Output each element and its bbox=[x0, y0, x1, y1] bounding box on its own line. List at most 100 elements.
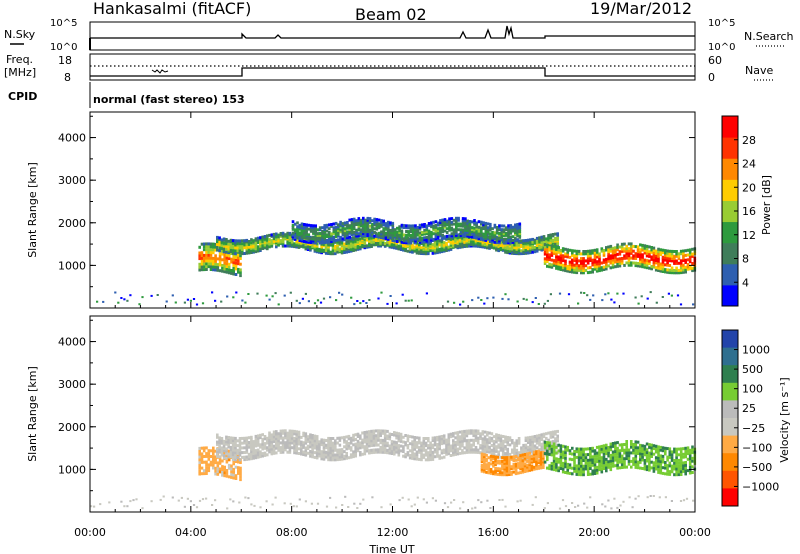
echo-cell bbox=[281, 448, 285, 452]
echo-cell bbox=[388, 444, 392, 448]
echo-cell bbox=[627, 242, 631, 246]
echo-cell bbox=[328, 227, 331, 231]
echo-cell bbox=[508, 469, 511, 473]
echo-cell bbox=[555, 445, 558, 449]
echo-cell bbox=[313, 441, 317, 445]
echo-cell bbox=[237, 270, 240, 274]
echo-cell bbox=[288, 438, 292, 442]
echo-cell bbox=[382, 232, 385, 236]
echo-cell bbox=[661, 466, 665, 470]
echo-cell bbox=[641, 452, 644, 456]
echo-cell bbox=[652, 452, 656, 456]
echo-cell bbox=[522, 446, 525, 450]
echo-cell bbox=[468, 221, 472, 225]
echo-cell bbox=[291, 220, 295, 224]
echo-cell bbox=[466, 225, 469, 229]
echo-cell bbox=[341, 229, 345, 233]
echo-cell bbox=[422, 448, 426, 452]
echo-cell bbox=[425, 224, 429, 228]
echo-cell bbox=[309, 239, 313, 243]
echo-cell bbox=[517, 464, 520, 467]
echo-cell bbox=[349, 455, 353, 459]
echo-cell bbox=[623, 448, 626, 452]
echo-cell bbox=[337, 234, 340, 238]
echo-cell bbox=[397, 451, 401, 455]
echo-cell bbox=[254, 451, 258, 455]
echo-cell bbox=[364, 222, 367, 226]
echo-cell bbox=[542, 449, 546, 453]
echo-cell bbox=[222, 447, 226, 450]
echo-cell bbox=[198, 458, 201, 462]
echo-cell bbox=[509, 241, 513, 245]
echo-cell bbox=[448, 223, 451, 227]
echo-cell bbox=[657, 462, 660, 466]
near-range-cell bbox=[265, 294, 268, 297]
echo-cell bbox=[334, 455, 337, 459]
echo-cell bbox=[445, 450, 448, 454]
echo-cell bbox=[300, 447, 303, 451]
echo-cell bbox=[533, 444, 537, 448]
echo-cell bbox=[252, 244, 255, 248]
echo-cell bbox=[423, 232, 426, 236]
echo-cell bbox=[686, 457, 690, 461]
echo-cell bbox=[666, 270, 669, 274]
echo-cell bbox=[686, 446, 690, 450]
echo-cell bbox=[643, 258, 647, 262]
echo-cell bbox=[557, 457, 560, 461]
echo-cell bbox=[431, 446, 435, 450]
echo-cell bbox=[293, 446, 296, 450]
echo-cell bbox=[442, 436, 446, 440]
echo-cell bbox=[515, 242, 519, 246]
echo-cell bbox=[506, 246, 509, 250]
echo-cell bbox=[400, 223, 404, 227]
echo-cell bbox=[470, 448, 473, 452]
echo-cell bbox=[380, 219, 383, 223]
echo-cell bbox=[461, 439, 464, 443]
echo-cell bbox=[479, 432, 482, 436]
echo-cell bbox=[566, 253, 569, 256]
echo-cell bbox=[684, 463, 687, 467]
echo-cell bbox=[268, 436, 271, 440]
echo-cell bbox=[291, 227, 295, 231]
echo-cell bbox=[684, 472, 687, 476]
echo-cell bbox=[573, 263, 576, 267]
echo-cell bbox=[216, 470, 220, 473]
echo-cell bbox=[688, 257, 692, 261]
echo-cell bbox=[343, 234, 347, 238]
echo-cell bbox=[501, 456, 504, 460]
echo-cell bbox=[480, 222, 483, 226]
echo-cell bbox=[216, 452, 219, 456]
echo-cell bbox=[645, 456, 649, 460]
echo-cell bbox=[571, 458, 574, 462]
echo-cell bbox=[591, 449, 594, 453]
echo-cell bbox=[630, 244, 633, 248]
echo-cell bbox=[377, 226, 381, 230]
echo-cell bbox=[517, 458, 520, 462]
echo-cell bbox=[377, 443, 380, 447]
echo-cell bbox=[636, 252, 640, 256]
echo-cell bbox=[498, 226, 501, 230]
echo-cell bbox=[433, 248, 437, 252]
echo-cell bbox=[543, 262, 547, 265]
echo-cell bbox=[668, 461, 672, 465]
echo-cell bbox=[430, 234, 433, 238]
echo-cell bbox=[325, 229, 329, 233]
near-range-cell bbox=[120, 500, 123, 503]
echo-cell bbox=[372, 443, 376, 447]
echo-cell bbox=[524, 436, 528, 440]
echo-cell bbox=[445, 452, 448, 456]
echo-cell bbox=[361, 441, 364, 444]
echo-cell bbox=[352, 236, 355, 240]
near-range-cell bbox=[180, 496, 183, 499]
echo-cell bbox=[336, 458, 339, 462]
echo-cell bbox=[361, 443, 364, 447]
echo-cell bbox=[207, 242, 211, 246]
echo-cell bbox=[352, 443, 355, 447]
near-range-cell bbox=[93, 505, 96, 508]
echo-cell bbox=[551, 433, 555, 436]
echo-cell bbox=[447, 433, 451, 437]
echo-cell bbox=[261, 235, 264, 239]
echo-cell bbox=[636, 247, 640, 251]
echo-cell bbox=[388, 451, 392, 455]
near-range-cell bbox=[214, 299, 217, 302]
